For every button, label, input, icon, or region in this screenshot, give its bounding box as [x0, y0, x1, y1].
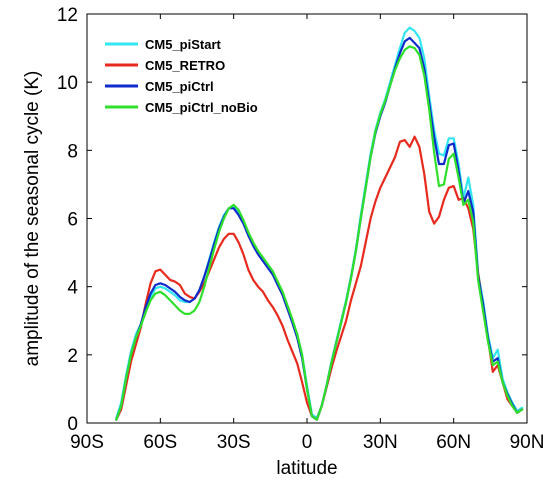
series-layer: [115, 26, 524, 421]
legend-label: CM5_piCtrl: [145, 79, 214, 94]
y-axis-label: amplitude of the seasonal cycle (K): [22, 71, 43, 367]
y-tick-label: 6: [67, 210, 78, 231]
y-tick-label: 12: [57, 5, 78, 26]
legend-label: CM5_RETRO: [145, 58, 225, 73]
x-tick-label: 90N: [510, 432, 545, 453]
legend-entry: CM5_piCtrl_noBio: [105, 100, 258, 115]
ticks-layer: 90S 60S 30S 0 30N 60N 90N 0 2 4 6 8 10 12: [57, 5, 545, 453]
legend-label: CM5_piStart: [145, 37, 222, 52]
x-tick-label: 90S: [70, 432, 104, 453]
y-tick-label: 10: [57, 73, 78, 94]
x-tick-label: 60S: [143, 432, 177, 453]
x-axis-label: latitude: [276, 458, 337, 479]
legend: CM5_piStart CM5_RETRO CM5_piCtrl CM5_piCtrl…: [105, 37, 258, 115]
plot-area-background: [87, 14, 527, 423]
series-line-CM5_piCtrl_noBio: [115, 45, 524, 421]
legend-label: CM5_piCtrl_noBio: [145, 100, 258, 115]
y-tick-label: 2: [67, 346, 78, 367]
x-tick-label: 30S: [217, 432, 251, 453]
x-tick-label: 0: [302, 432, 313, 453]
x-tick-label: 30N: [363, 432, 398, 453]
y-tick-label: 4: [67, 278, 78, 299]
x-tick-label: 60N: [436, 432, 471, 453]
y-tick-label: 8: [67, 141, 78, 162]
legend-entry: CM5_piCtrl: [105, 79, 214, 94]
y-tick-label: 0: [67, 414, 78, 435]
legend-entry: CM5_RETRO: [105, 58, 225, 73]
legend-entry: CM5_piStart: [105, 37, 222, 52]
